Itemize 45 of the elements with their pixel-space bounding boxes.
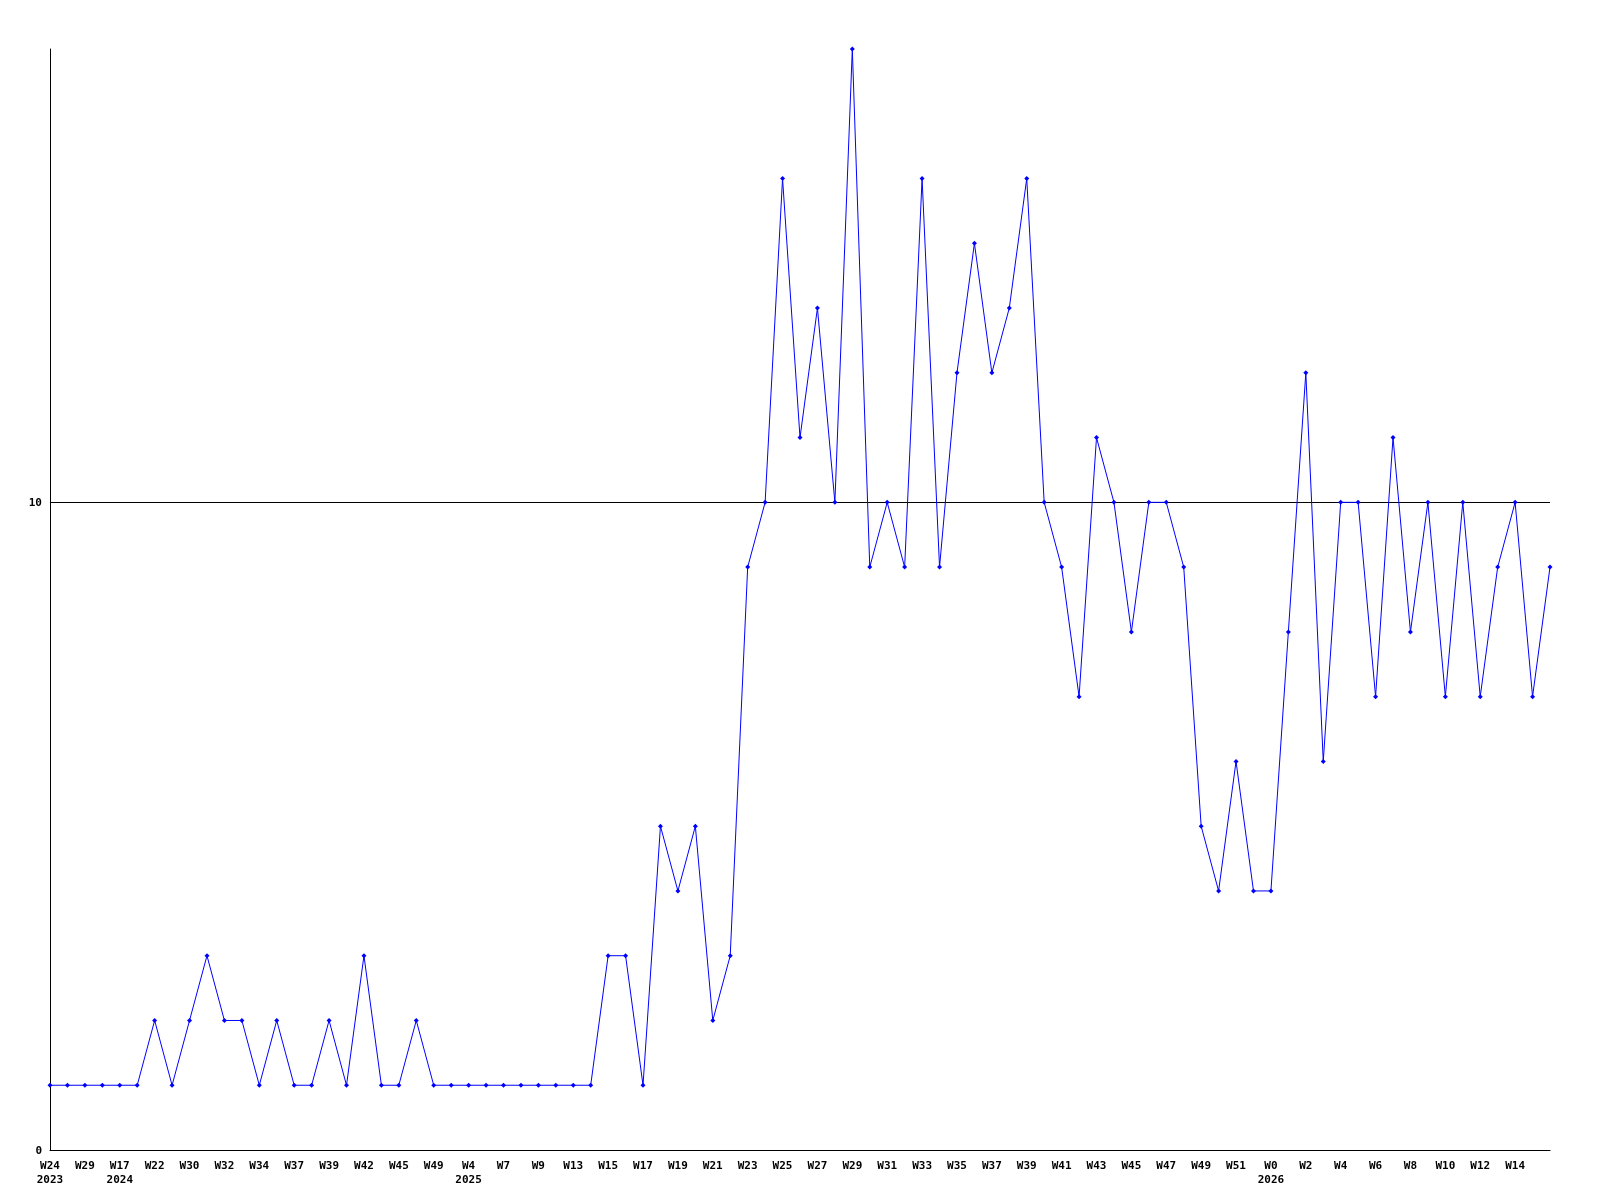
x-tick-label: W39 bbox=[1016, 1158, 1037, 1172]
x-tick-label: W31 bbox=[877, 1158, 898, 1172]
x-tick-label: W30 bbox=[179, 1158, 200, 1172]
x-tick-label: W43 bbox=[1086, 1158, 1107, 1172]
x-tick-label: W4 bbox=[1334, 1158, 1348, 1172]
x-tick-label: W8 bbox=[1403, 1158, 1418, 1172]
x-tick-label: W34 bbox=[249, 1158, 270, 1172]
x-tick-label: W2 bbox=[1299, 1158, 1313, 1172]
y-tick-label: 0 bbox=[35, 1143, 42, 1157]
x-tick-label: W32 bbox=[214, 1158, 235, 1172]
x-tick-label: W51 bbox=[1226, 1158, 1247, 1172]
x-tick-label: W4 2025 bbox=[455, 1158, 482, 1186]
x-tick-label: W37 bbox=[981, 1158, 1002, 1172]
x-tick-label: W35 bbox=[947, 1158, 967, 1172]
x-tick-label: W27 bbox=[807, 1158, 828, 1172]
x-tick-label: W29 bbox=[842, 1158, 863, 1172]
x-tick-label: W45 bbox=[1121, 1158, 1142, 1172]
x-tick-label: W39 bbox=[319, 1158, 340, 1172]
x-tick-label: W37 bbox=[284, 1158, 305, 1172]
x-tick-label: W13 bbox=[563, 1158, 584, 1172]
x-tick-label: W14 bbox=[1505, 1158, 1526, 1172]
x-tick-label: W12 bbox=[1470, 1158, 1491, 1172]
x-tick-label: W23 bbox=[737, 1158, 758, 1172]
x-tick-label: W9 bbox=[531, 1158, 545, 1172]
x-tick-label: W10 bbox=[1435, 1158, 1456, 1172]
x-tick-label: W25 bbox=[772, 1158, 793, 1172]
x-tick-label: W0 2026 bbox=[1257, 1158, 1285, 1186]
x-tick-label: W29 bbox=[74, 1158, 95, 1172]
y-tick-label: 10 bbox=[28, 495, 42, 509]
x-tick-label: W24 2023 bbox=[36, 1158, 64, 1186]
x-tick-label: W22 bbox=[144, 1158, 165, 1172]
x-tick-label: W47 bbox=[1156, 1158, 1177, 1172]
x-tick-label: W19 bbox=[667, 1158, 688, 1172]
x-tick-label: W6 bbox=[1368, 1158, 1383, 1172]
x-tick-label: W49 bbox=[1191, 1158, 1212, 1172]
x-tick-label: W49 bbox=[423, 1158, 444, 1172]
x-tick-label: W15 bbox=[598, 1158, 619, 1172]
x-tick-label: W42 bbox=[354, 1158, 374, 1172]
x-tick-label: W41 bbox=[1051, 1158, 1072, 1172]
x-tick-label: W45 bbox=[388, 1158, 409, 1172]
x-tick-label: W17 bbox=[633, 1158, 653, 1172]
x-tick-label: W7 bbox=[496, 1158, 511, 1172]
x-tick-label: W21 bbox=[702, 1158, 724, 1172]
x-tick-label: W33 bbox=[912, 1158, 933, 1172]
x-tick-label: W17 2024 bbox=[106, 1158, 134, 1186]
